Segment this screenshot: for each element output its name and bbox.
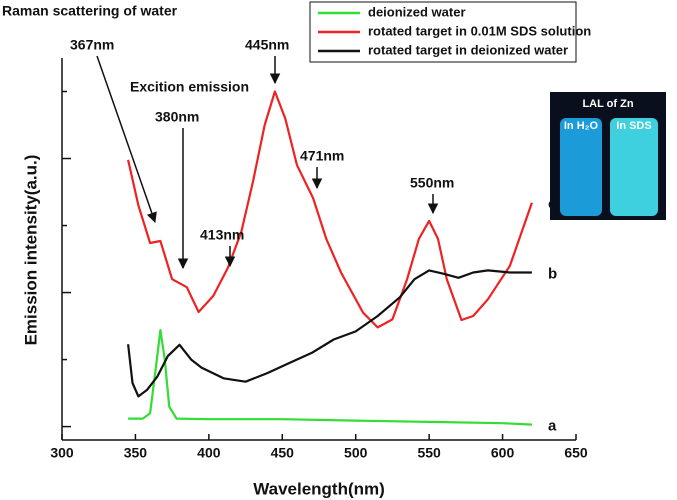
x-tick-label: 400 — [197, 445, 221, 461]
x-tick-label: 600 — [491, 445, 515, 461]
inset-photo: LAL of Zn In H₂O In SDS — [550, 92, 666, 220]
x-tick-label: 450 — [271, 445, 295, 461]
annotation: 445nm — [245, 37, 289, 53]
legend-label: deionized water — [368, 4, 466, 19]
x-tick-label: 650 — [564, 445, 588, 461]
annotation: 367nm — [70, 37, 114, 53]
inset-title: LAL of Zn — [582, 98, 633, 110]
annotation: 380nm — [155, 109, 199, 125]
x-axis-label: Wavelength(nm) — [253, 479, 385, 498]
legend-label: rotated target in deionized water — [368, 42, 568, 57]
annotation: 471nm — [300, 148, 344, 164]
inset-label: In H₂O — [564, 120, 599, 132]
annotation: Excition emission — [130, 79, 249, 95]
curve-label: b — [548, 265, 557, 282]
inset-label: In SDS — [616, 120, 651, 132]
annotation: 413nm — [200, 227, 244, 243]
line — [127, 90, 533, 329]
line — [127, 269, 532, 398]
annotation: 550nm — [410, 175, 454, 191]
curve-label: a — [548, 418, 557, 435]
annotation: Raman scattering of water — [2, 3, 178, 19]
annotation-arrow — [96, 55, 157, 223]
x-tick-label: 500 — [344, 445, 368, 461]
legend-label: rotated target in 0.01M SDS solution — [368, 23, 591, 38]
line — [128, 329, 532, 426]
x-tick-label: 300 — [50, 445, 74, 461]
x-tick-label: 350 — [124, 445, 148, 461]
x-tick-label: 550 — [417, 445, 441, 461]
y-axis-label: Emission intensity(a.u.) — [21, 155, 40, 346]
